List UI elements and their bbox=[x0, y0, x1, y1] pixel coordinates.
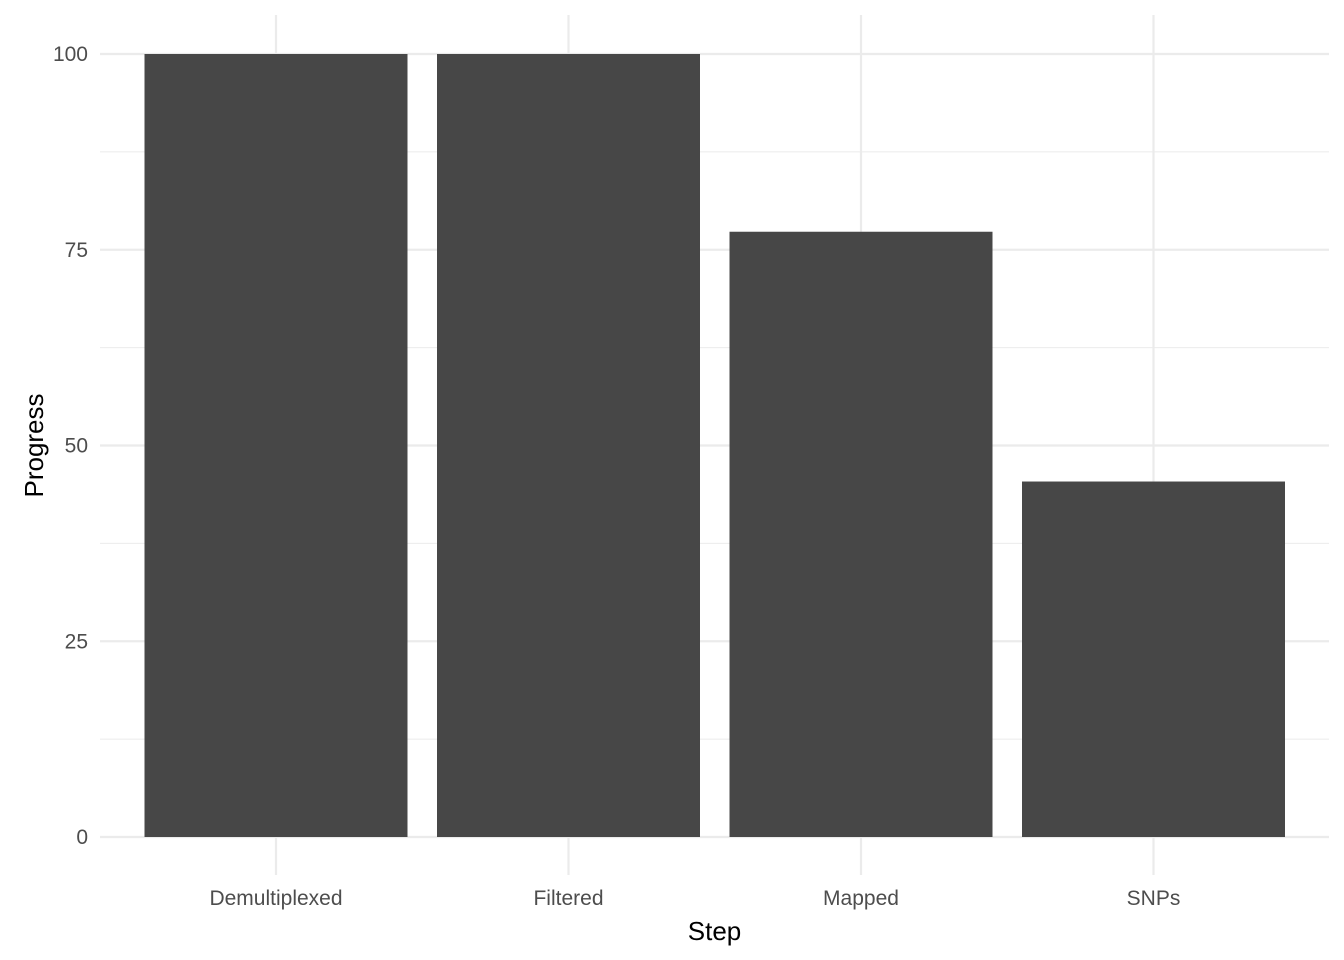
y-axis-title: Progress bbox=[19, 393, 49, 497]
bar-snps bbox=[1022, 481, 1285, 837]
bar-mapped bbox=[729, 231, 993, 838]
x-tick-label: Mapped bbox=[823, 887, 899, 910]
x-tick-label: Filtered bbox=[533, 887, 603, 910]
bars-layer bbox=[144, 54, 1285, 838]
x-tick-label: Demultiplexed bbox=[209, 887, 342, 910]
tick-labels-layer: 0 25 50 75 100 Demultiplexed Filtered Mapped SNP… bbox=[53, 43, 1180, 910]
y-tick-label: 50 bbox=[65, 435, 88, 458]
y-tick-label: 0 bbox=[76, 826, 88, 849]
x-tick-label: SNPs bbox=[1127, 887, 1181, 910]
y-tick-label: 75 bbox=[65, 239, 88, 262]
y-tick-label: 100 bbox=[53, 43, 88, 66]
bar-demultiplexed bbox=[144, 54, 408, 837]
x-axis-title: Step bbox=[688, 916, 742, 946]
bar-filtered bbox=[437, 54, 700, 837]
y-tick-label: 25 bbox=[65, 630, 88, 653]
